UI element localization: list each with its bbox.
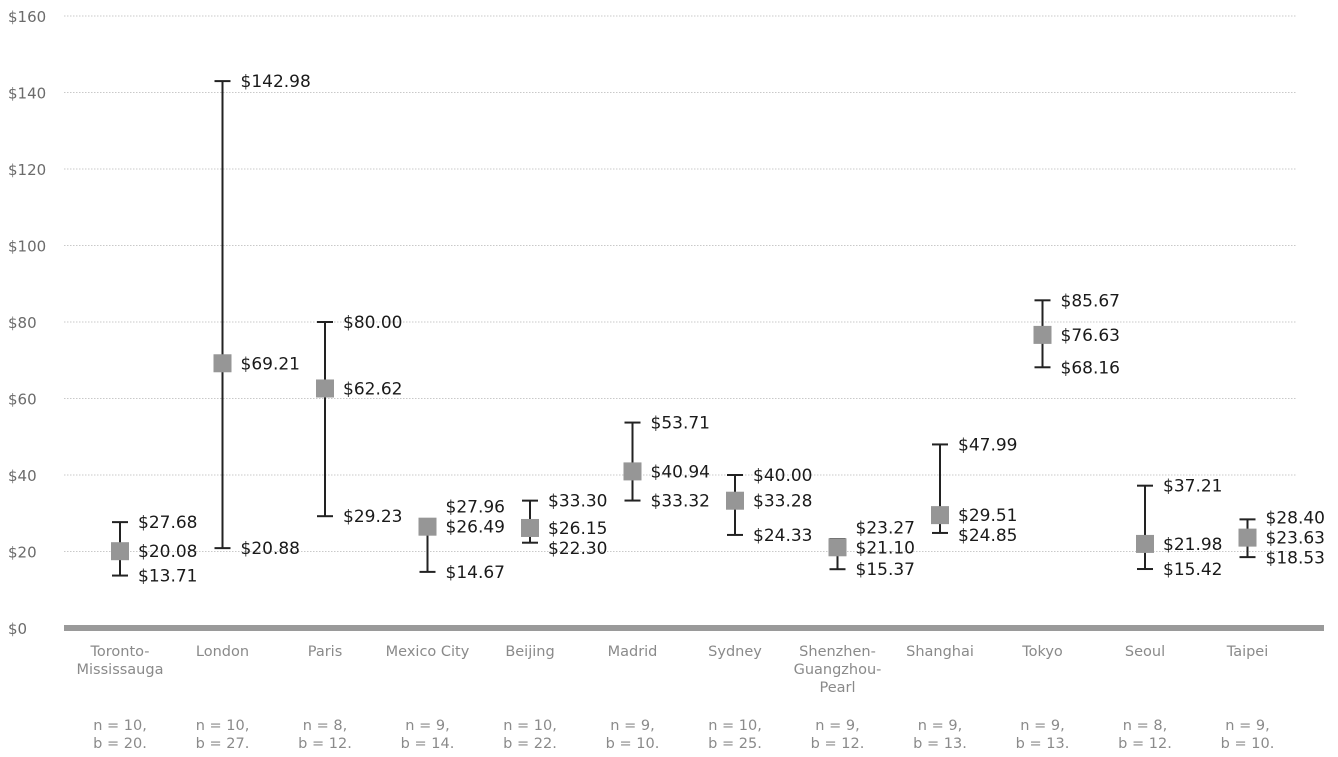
low-value-label: $15.37 (856, 560, 915, 580)
median-marker (213, 354, 232, 373)
y-tick-label: $0 (8, 620, 27, 638)
median-value-label: $33.28 (753, 492, 812, 512)
category-group: $33.30 $26.15$22.30 (521, 492, 607, 559)
high-value-label: $37.21 (1163, 477, 1222, 497)
median-value-label: $23.63 (1266, 529, 1325, 549)
category-label: Taipei (1226, 644, 1269, 660)
high-value-label: $85.67 (1061, 291, 1120, 311)
category-label: London (196, 644, 249, 660)
y-axis-ticks: $0 $20 $40 $60 $80 $100 $120 $140 $160 (8, 8, 46, 638)
category-group: $53.71 $40.94 $33.32 (623, 414, 710, 512)
y-tick-label: $80 (8, 314, 37, 332)
category-group: $27.68 $20.08 $13.71 (111, 513, 197, 587)
x-axis-labels: Toronto-Mississauga n = 10, b = 20. London n… (77, 644, 1275, 752)
gridlines (64, 15, 1324, 631)
category-label: Mexico City (386, 644, 470, 660)
sample-size-label: n = 9, b = 12. (811, 718, 865, 752)
category-group: $27.96$26.49 $14.67 (418, 498, 505, 583)
low-value-label: $29.23 (343, 507, 402, 527)
median-value-label: $20.08 (138, 542, 197, 562)
high-value-label: $40.00 (753, 466, 812, 486)
median-marker (726, 491, 744, 510)
sample-size-label: n = 10, b = 27. (196, 718, 250, 752)
sample-size-label: n = 9, b = 14. (401, 718, 455, 752)
high-value-label: $33.30 (548, 492, 607, 512)
category-label: Sydney (708, 644, 762, 660)
y-tick-label: $160 (8, 8, 46, 26)
category-group: $37.21 $21.98 $15.42 (1136, 477, 1222, 580)
category-group: $28.40$23.63$18.53 (1238, 509, 1325, 569)
high-value-label: $27.96 (446, 498, 505, 518)
median-value-label: $21.98 (1163, 535, 1222, 555)
median-value-label: $29.51 (958, 506, 1017, 526)
category-label: Madrid (608, 644, 658, 660)
low-value-label: $13.71 (138, 567, 197, 587)
low-value-label: $20.88 (241, 539, 300, 559)
high-value-label: $47.99 (958, 435, 1017, 455)
category-label: Paris (308, 644, 343, 660)
median-marker (521, 518, 539, 537)
median-value-label: $26.15 (548, 519, 607, 539)
low-value-label: $22.30 (548, 539, 607, 559)
low-value-label: $68.16 (1061, 358, 1120, 378)
median-value-label: $40.94 (651, 462, 710, 482)
median-marker (828, 538, 847, 557)
median-marker (111, 542, 129, 561)
low-value-label: $24.85 (958, 526, 1017, 546)
median-marker (418, 517, 437, 536)
category-group: $40.00 $33.28 $24.33 (726, 466, 812, 546)
price-ranges: $27.68 $20.08 $13.71 $142.98 $69.21 $20.88 $80… (111, 72, 1325, 587)
category-group: $85.67 $76.63 $68.16 (1033, 291, 1120, 378)
sample-size-label: n = 10, b = 25. (708, 718, 762, 752)
category-label: Beijing (505, 644, 554, 660)
median-marker (1033, 325, 1052, 344)
sample-size-label: n = 8, b = 12. (298, 718, 352, 752)
median-marker (1238, 528, 1257, 547)
y-tick-label: $20 (8, 544, 37, 562)
category-group: $47.99 $29.51$24.85 (931, 435, 1017, 546)
median-value-label: $26.49 (446, 518, 505, 538)
median-value-label: $69.21 (241, 354, 300, 374)
category-group: $23.27$21.10$15.37 (828, 518, 915, 580)
low-value-label: $18.53 (1266, 549, 1325, 569)
high-value-label: $23.27 (856, 518, 915, 538)
sample-size-label: n = 9, b = 10. (1221, 718, 1275, 752)
high-value-label: $53.71 (651, 414, 710, 434)
category-label: Tokyo (1021, 644, 1063, 660)
sample-size-label: n = 10, b = 20. (93, 718, 147, 752)
category-label: Shenzhen-Guangzhou-Pearl (794, 644, 882, 696)
high-value-label: $27.68 (138, 513, 197, 533)
sample-size-label: n = 9, b = 10. (606, 718, 660, 752)
low-value-label: $14.67 (446, 563, 505, 583)
y-tick-label: $120 (8, 161, 46, 179)
category-label: Toronto-Mississauga (77, 644, 164, 678)
sample-size-label: n = 10, b = 22. (503, 718, 557, 752)
sample-size-label: n = 8, b = 12. (1118, 718, 1172, 752)
category-group: $142.98 $69.21 $20.88 (213, 72, 311, 559)
y-tick-label: $100 (8, 238, 46, 256)
sample-size-label: n = 9, b = 13. (913, 718, 967, 752)
high-value-label: $28.40 (1266, 509, 1325, 529)
median-marker (623, 462, 642, 481)
median-marker (316, 379, 334, 398)
low-value-label: $33.32 (651, 492, 710, 512)
category-group: $80.00 $62.62 $29.23 (316, 313, 402, 527)
high-value-label: $142.98 (241, 72, 311, 92)
median-value-label: $76.63 (1061, 326, 1120, 346)
median-value-label: $21.10 (856, 538, 915, 558)
low-value-label: $15.42 (1163, 560, 1222, 580)
sample-size-label: n = 9, b = 13. (1016, 718, 1070, 752)
y-tick-label: $140 (8, 85, 46, 103)
category-label: Shanghai (906, 644, 974, 660)
category-label: Seoul (1125, 644, 1165, 660)
median-value-label: $62.62 (343, 379, 402, 399)
low-value-label: $24.33 (753, 526, 812, 546)
median-marker (1136, 534, 1154, 553)
median-marker (931, 506, 949, 525)
y-tick-label: $40 (8, 467, 37, 485)
high-value-label: $80.00 (343, 313, 402, 333)
y-tick-label: $60 (8, 391, 37, 409)
